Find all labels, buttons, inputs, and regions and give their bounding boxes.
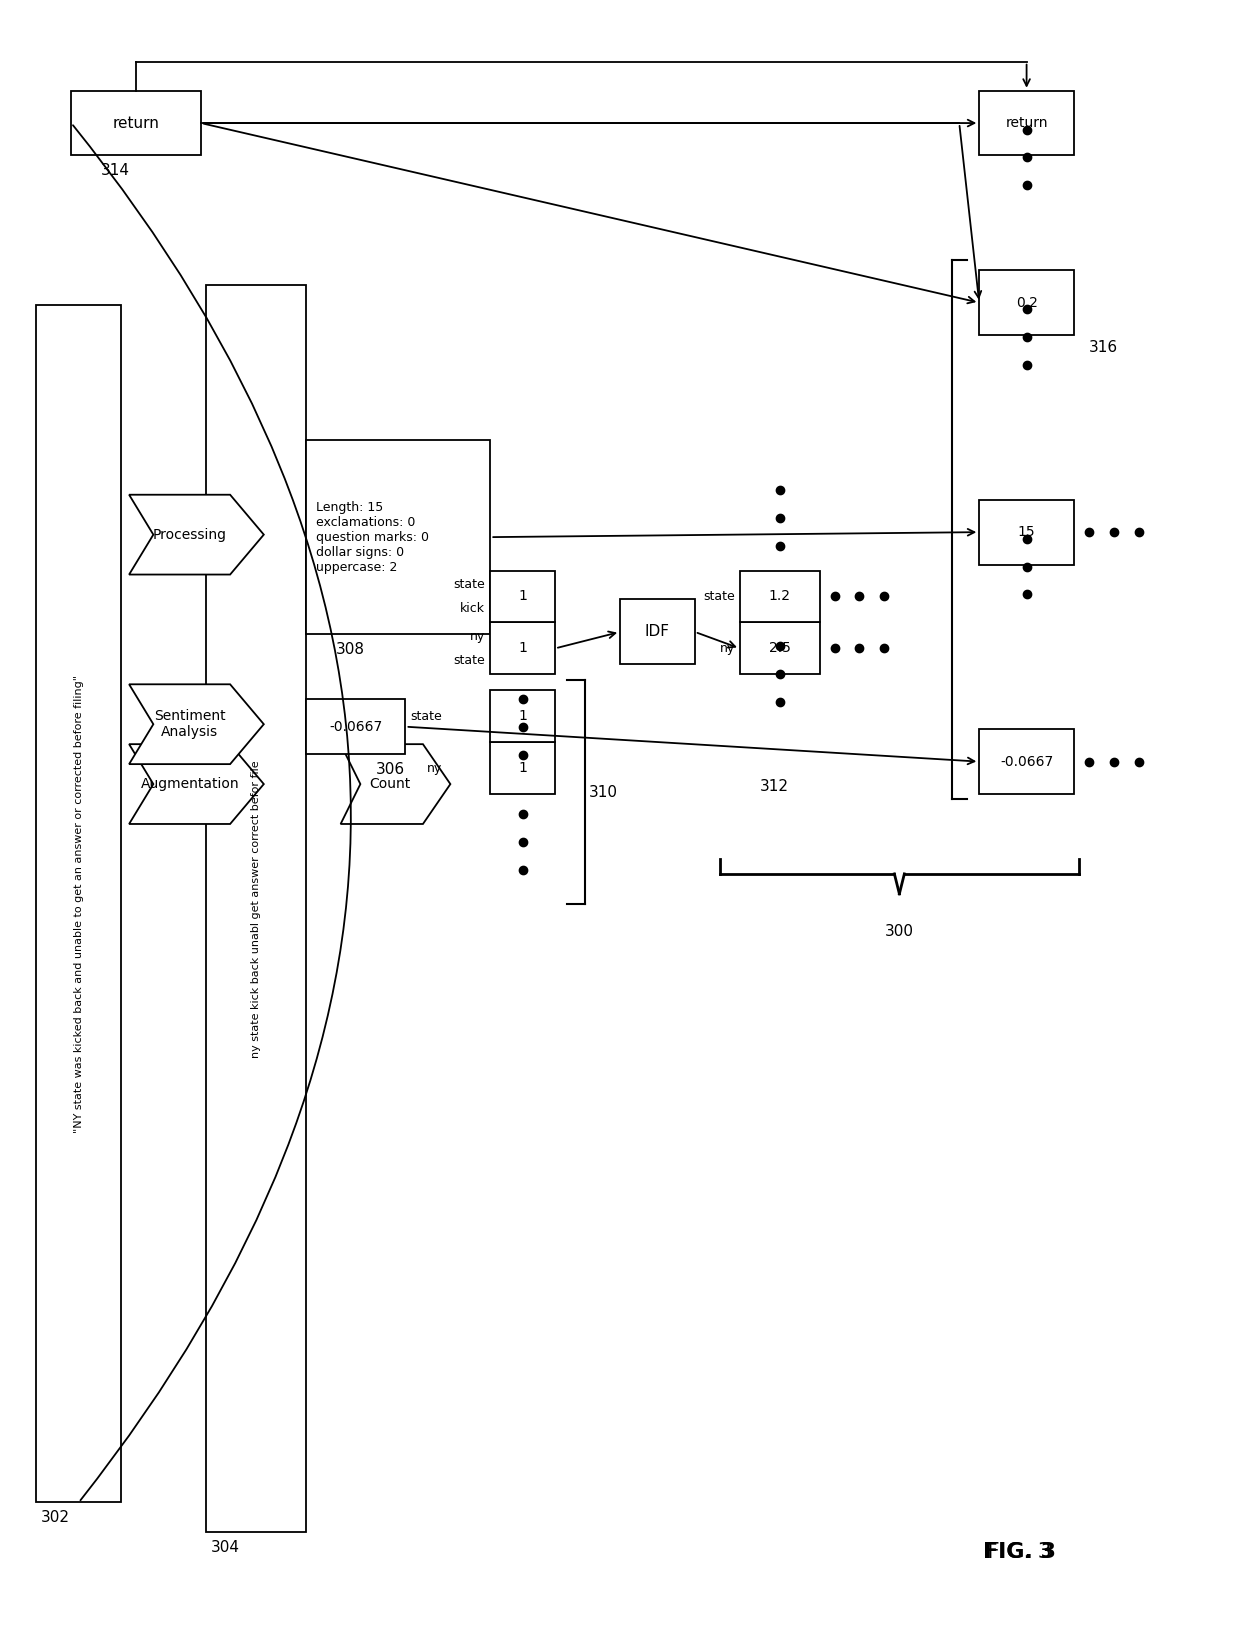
Bar [71,90,201,155]
Bar [980,729,1074,794]
Text: 15: 15 [1018,525,1035,539]
Text: 310: 310 [589,784,618,799]
Polygon shape [129,743,264,824]
Bar [740,623,820,675]
Text: return: return [113,116,160,131]
Text: 314: 314 [102,163,130,178]
Polygon shape [129,685,264,765]
Text: 1: 1 [518,709,527,724]
Polygon shape [129,495,264,575]
Text: 1: 1 [518,590,527,603]
Text: ny: ny [427,761,443,775]
Text: 308: 308 [336,642,365,657]
Text: 2.5: 2.5 [769,642,791,655]
Text: 306: 306 [376,761,404,778]
Bar [980,500,1074,565]
Text: Sentiment
Analysis: Sentiment Analysis [154,709,226,739]
Polygon shape [341,743,450,824]
Text: IDF: IDF [645,624,670,639]
Text: state: state [703,590,735,603]
Bar [490,742,556,794]
Text: return: return [1006,116,1048,131]
Text: 316: 316 [1089,340,1118,355]
Text: 1: 1 [518,642,527,655]
Text: Length: 15
exclamations: 0
question marks: 0
dollar signs: 0
uppercase: 2: Length: 15 exclamations: 0 question mark… [316,500,429,574]
Text: 0.2: 0.2 [1016,296,1038,310]
Bar [980,270,1074,335]
Text: FIG. 3: FIG. 3 [982,1542,1055,1562]
Text: 302: 302 [41,1510,71,1526]
Bar [206,286,306,1533]
Text: 300: 300 [885,923,914,940]
Text: state: state [410,709,443,722]
Text: ny: ny [719,642,735,655]
Text: -0.0667: -0.0667 [999,755,1053,768]
Bar [306,699,405,755]
Text: state: state [454,654,485,667]
Text: FIG. 3: FIG. 3 [987,1542,1052,1562]
Text: -0.0667: -0.0667 [329,719,382,734]
Bar [490,623,556,675]
Text: Augmentation: Augmentation [140,778,239,791]
Text: 312: 312 [760,779,789,794]
Bar [36,306,122,1502]
Text: state: state [454,578,485,592]
Text: Processing: Processing [153,528,227,541]
Text: kick: kick [460,601,485,614]
Bar [490,690,556,742]
Text: ny: ny [470,629,485,642]
Text: 1: 1 [518,761,527,775]
Bar [306,440,490,634]
Text: "NY state was kicked back and unable to get an answer or corrected before filing: "NY state was kicked back and unable to … [73,675,84,1132]
Text: Count: Count [370,778,410,791]
Text: ny state kick back unabl get answer correct befor file: ny state kick back unabl get answer corr… [250,760,260,1057]
Text: 304: 304 [211,1541,239,1556]
Bar [740,570,820,623]
Bar [980,90,1074,155]
Bar [490,570,556,623]
Text: 1.2: 1.2 [769,590,791,603]
Bar [620,600,694,665]
